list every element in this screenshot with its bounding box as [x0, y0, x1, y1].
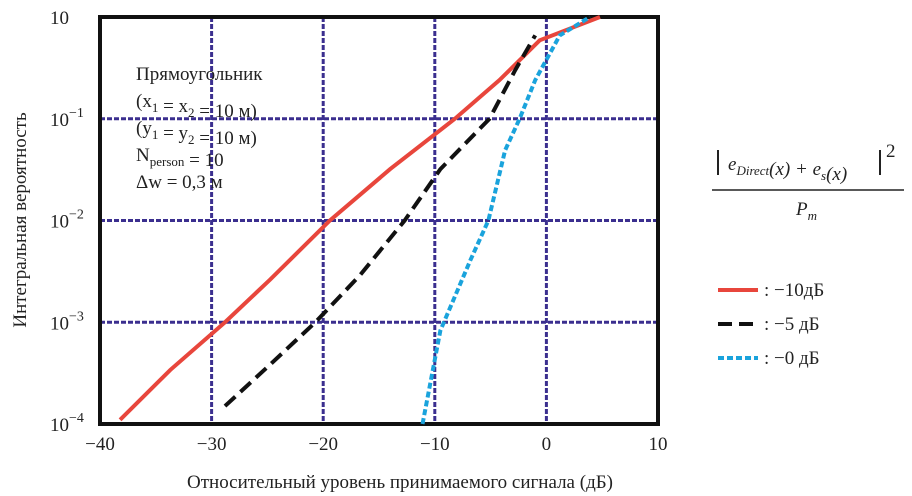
formula-denominator: Pm — [795, 199, 817, 223]
legend-label: : −0 дБ — [764, 348, 820, 369]
text-part: = 10 м) — [195, 128, 257, 149]
y-tick-base: 10 — [50, 313, 69, 334]
text-part: = 10 — [184, 150, 223, 171]
x-tick-label: −30 — [197, 434, 227, 455]
y-tick-label: 10−3 — [50, 309, 84, 334]
y-tick-label: 10 — [50, 8, 69, 29]
y-tick-base: 10 — [50, 8, 69, 29]
y-tick-exponent: −3 — [69, 309, 84, 324]
y-tick-base: 10 — [50, 415, 69, 436]
y-tick-base: 10 — [50, 110, 69, 131]
y-tick-exponent: −2 — [69, 208, 84, 223]
annotation-line: Nperson = 10 — [136, 145, 224, 171]
legend-label: : −10дБ — [764, 280, 824, 301]
formula-numerator: eDirect(x) + es(x) — [728, 154, 847, 185]
series-line — [118, 15, 601, 422]
subscript: m — [808, 208, 817, 223]
subscript: 2 — [188, 105, 195, 120]
text-part: N — [136, 145, 150, 166]
text-part: (x) — [826, 164, 847, 185]
x-tick-label: −10 — [420, 434, 450, 455]
subscript: Direct — [735, 163, 769, 178]
series-line — [223, 34, 537, 408]
text-part: = 10 м) — [195, 101, 257, 122]
subscript: person — [150, 154, 185, 169]
series-line — [420, 15, 591, 425]
annotation-line: Δw = 0,3 м — [136, 172, 223, 193]
subscript: 1 — [152, 100, 159, 115]
subscript: s — [821, 168, 826, 183]
text-part: e — [728, 154, 736, 175]
annotation-line: (x1 = x2 = 10 м) — [136, 91, 257, 122]
text-part: = x — [158, 96, 188, 117]
y-tick-label: 10−2 — [50, 208, 84, 233]
text-part: (x — [136, 91, 152, 112]
y-tick-label: 10−4 — [50, 411, 84, 436]
subscript: 1 — [152, 127, 159, 142]
x-axis-label: Относительный уровень принимаемого сигна… — [187, 472, 613, 493]
text-part: P — [795, 199, 808, 220]
y-tick-exponent: −1 — [69, 106, 84, 121]
text-part: Δw = 0,3 м — [136, 172, 223, 193]
x-tick-label: 0 — [542, 434, 552, 455]
y-axis-label: Интегральная вероятность — [10, 112, 31, 328]
y-tick-exponent: −4 — [69, 411, 84, 426]
subscript: 2 — [188, 132, 195, 147]
text-part: (y — [136, 118, 152, 139]
x-tick-label: −20 — [308, 434, 338, 455]
legend-label: : −5 дБ — [764, 314, 820, 335]
text-part: (x) + e — [769, 159, 821, 180]
x-tick-label: −40 — [85, 434, 115, 455]
y-tick-label: 10−1 — [50, 106, 84, 131]
formula-power: 2 — [886, 141, 896, 162]
x-tick-label: 10 — [649, 434, 668, 455]
annotation-line: Прямоугольник — [136, 64, 263, 85]
plot-frame — [98, 15, 660, 426]
text-part: Прямоугольник — [136, 64, 263, 85]
annotation-line: (y1 = y2 = 10 м) — [136, 118, 257, 149]
text-part: = y — [158, 123, 188, 144]
y-tick-base: 10 — [50, 212, 69, 233]
